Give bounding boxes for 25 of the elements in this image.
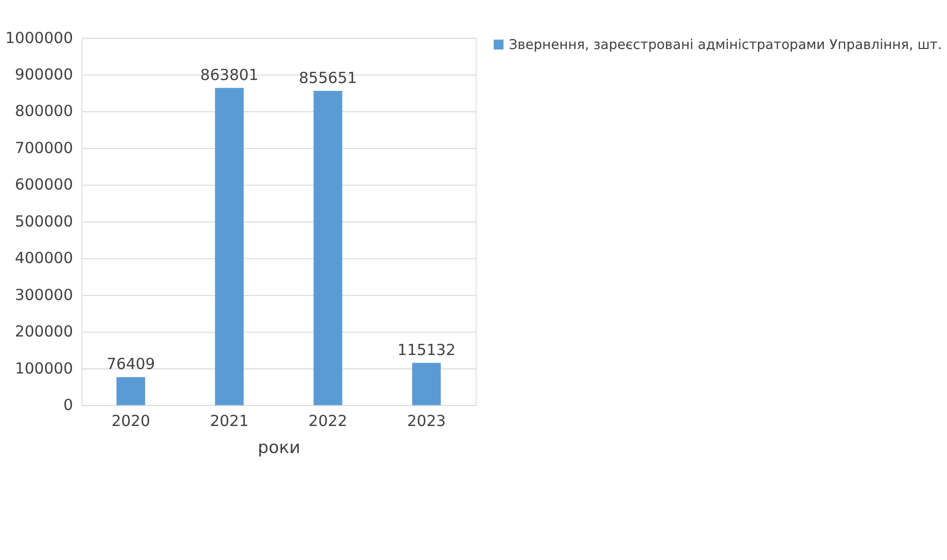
data-label: 855651 bbox=[298, 68, 357, 87]
y-tick-label: 300000 bbox=[14, 286, 74, 304]
y-tick-label: 600000 bbox=[14, 176, 74, 194]
y-tick-label: 700000 bbox=[14, 138, 74, 157]
x-tick-label: 2023 bbox=[407, 412, 446, 430]
bar bbox=[412, 362, 441, 406]
bar bbox=[314, 90, 342, 406]
y-tick-label: 0 bbox=[63, 396, 74, 414]
y-tick-label: 900000 bbox=[14, 65, 74, 84]
y-tick-label: 1000000 bbox=[5, 28, 74, 47]
y-tick-label: 800000 bbox=[14, 102, 74, 120]
x-tick-label: 2021 bbox=[210, 412, 249, 430]
data-label: 863801 bbox=[200, 66, 258, 84]
y-tick-label: 100000 bbox=[14, 359, 74, 378]
x-tick-label: 2020 bbox=[111, 412, 150, 430]
y-tick-label: 200000 bbox=[14, 322, 74, 341]
data-label: 76409 bbox=[106, 355, 156, 374]
y-tick-label: 500000 bbox=[14, 212, 74, 230]
data-label: 115132 bbox=[397, 340, 456, 359]
legend-label: Звернення, зареєстровані адміністраторами Управління, шт. bbox=[508, 38, 942, 54]
y-tick-label: 400000 bbox=[14, 249, 74, 268]
bar bbox=[116, 377, 146, 406]
x-axis-title: роки bbox=[258, 438, 300, 458]
x-tick-label: 2022 bbox=[308, 412, 348, 430]
bar bbox=[215, 88, 244, 406]
